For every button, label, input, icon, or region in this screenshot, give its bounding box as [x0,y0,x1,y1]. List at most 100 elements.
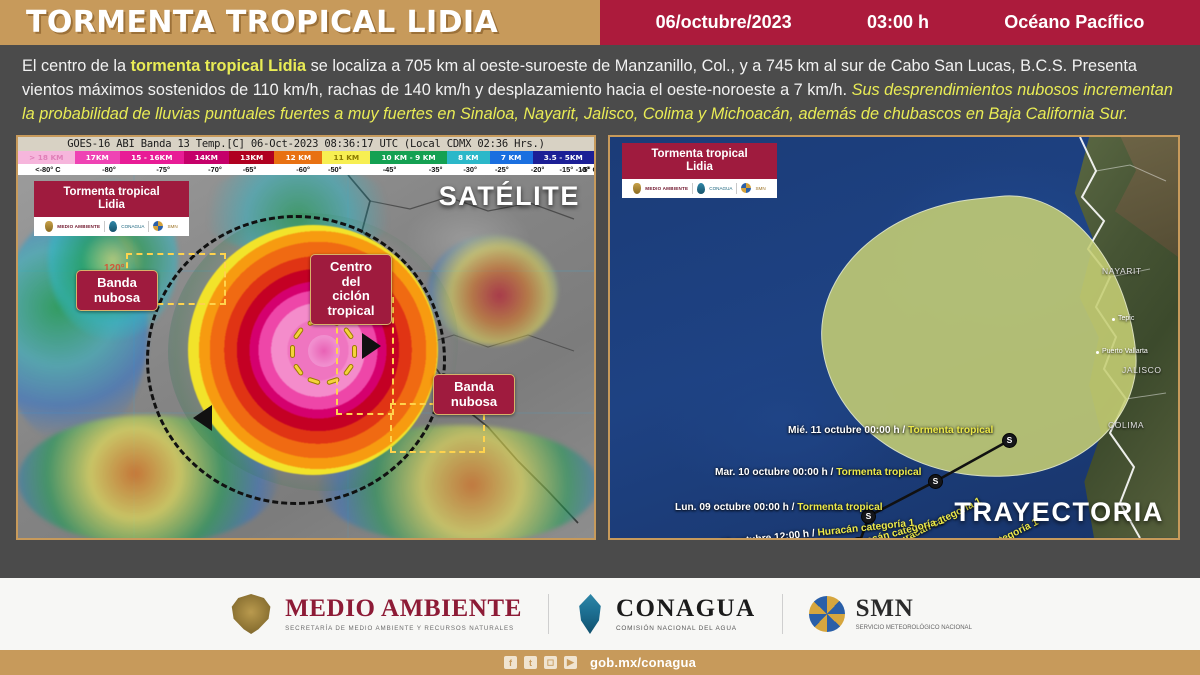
mexico-eagle-seal-icon [231,594,271,634]
track-marker-6[interactable]: S [928,473,943,489]
smn-name: SMN [855,594,914,622]
colorbar-tick-0: <-80° C [35,164,61,174]
logo-medio-ambiente: MEDIO AMBIENTE SECRETARÍA DE MEDIO AMBIE… [228,594,522,634]
colorbar-tick-3: -70° [208,164,222,174]
colorbar-band-3: 14KM [183,150,230,164]
medio-ambiente-subtitle: SECRETARÍA DE MEDIO AMBIENTE Y RECURSOS … [285,625,515,632]
satellite-titlebar: GOES-16 ABI Banda 13 Temp.[C] 06-Oct-202… [18,136,594,151]
track-label-when-5: Lun. 09 octubre 00:00 h [675,501,789,513]
colorbar-band-4: 13KM [229,150,275,164]
conagua-eagle-water-icon [579,594,601,634]
track-label-when-6: Mar. 10 octubre 00:00 h [715,466,828,478]
footer-divider-1 [547,594,549,634]
desc-rain-warning: Sus desprendimientos nubosos incrementan… [22,80,1173,123]
satellite-smn-badge: Tormenta tropical Lidia MEDIO AMBIENTE C… [34,180,189,237]
footer-logos: MEDIO AMBIENTE SECRETARÍA DE MEDIO AMBIE… [0,578,1200,650]
bulletin-time: 03:00 h [866,12,930,32]
track-label-sep-6: / [827,466,837,478]
centro-del-ciclon-tag: Centro del ciclón tropical [310,253,392,326]
badge-medioambiente-label: MEDIO AMBIENTE [57,223,101,229]
colorbar-tick-5: -60° [296,164,310,174]
trajectory-panel[interactable]: HHHHHSSS Vie. 06 octubre 12:00 h / Hurac… [608,134,1180,540]
forecast-track-line [859,438,1011,538]
panels-row: GOES-16 ABI Banda 13 Temp.[C] 06-Oct-202… [0,134,1200,545]
youtube-icon[interactable]: ▶ [563,656,577,669]
track-label-sep-5: / [788,501,798,513]
colorbar-band-2: 15 - 16KM [119,150,184,164]
geo-label-jalisco: JALISCO [1122,364,1162,375]
social-icons: f t ◻ ▶ [503,656,577,669]
colorbar-tick-11: -20° [530,164,545,174]
track-label-when-7: Mié. 11 octubre 00:00 h [788,424,900,436]
description-text: El centro de la tormenta tropical Lidia … [0,45,1200,135]
twitter-icon[interactable]: t [523,656,537,669]
geo-label-tepic: Tepic [1111,314,1135,322]
colorbar-tick-10: -25° [495,164,509,174]
cyclone-circulation-outline [146,214,446,505]
smn-spiral-icon [741,183,752,194]
satellite-imagery: 120° [18,174,594,538]
logo-smn: SMN SERVICIO METEOROLÓGICO NACIONAL [808,594,972,632]
satellite-badge-line2: Lidia [98,199,125,212]
track-marker-5[interactable]: S [861,508,876,524]
satellite-badge-title: Tormenta tropical Lidia [34,180,189,218]
colorbar-tick-12: -15° [559,164,574,174]
badge-divider-1 [104,220,106,232]
colorbar-band-1: 17KM [74,150,120,164]
satellite-badge-line1: Tormenta tropical [63,185,160,198]
colorbar-tick-13: -10° [575,164,590,174]
header: TORMENTA TROPICAL LIDIA 06/octubre/2023 … [0,0,1200,45]
badge-divider-2 [148,220,150,232]
facebook-icon[interactable]: f [503,656,517,669]
smn-subtitle: SERVICIO METEOROLÓGICO NACIONAL [855,624,972,631]
colorbar-band-0: > 18 KM [18,150,75,164]
track-marker-7[interactable]: S [1002,432,1017,448]
pointer-arrow-centro [362,332,381,359]
trajectory-badge-logos: MEDIO AMBIENTE CONAGUA SMN [622,179,777,199]
logo-conagua: CONAGUA COMISIÓN NACIONAL DEL AGUA [575,594,756,634]
badge-conagua-label: CONAGUA [121,223,145,229]
tbadge-divider-2 [736,182,738,194]
footer-url: gob.mx/conagua [589,655,697,670]
colorbar-tick-8: -35° [428,164,443,174]
conagua-subtitle: COMISIÓN NACIONAL DEL AGUA [615,625,737,632]
colorbar-tick-7: -45° [382,164,397,174]
trajectory-panel-label: TRAYECTORIA [954,496,1164,527]
water-drop-icon [697,182,706,194]
medio-ambiente-name: MEDIO AMBIENTE [285,595,522,622]
desc-part-2: se localiza a 705 km al oeste-suroeste d… [22,57,1137,99]
eagle-seal-icon [45,220,54,232]
banda-nubosa-este-tag: Banda nubosa [433,373,515,416]
track-label-0: Vie. 06 octubre 12:00 h / Huracán catego… [893,538,1091,540]
desc-storm-name: tormenta tropical Lidia [130,57,307,75]
track-label-6: Mar. 10 octubre 00:00 h / Tormenta tropi… [715,467,921,478]
trajectory-badge-line2: Lidia [686,161,713,174]
badge-smn-label: SMN [167,223,178,229]
geo-label-colima: COLIMA [1108,419,1145,430]
bulletin-date: 06/octubre/2023 [655,12,792,32]
colorbar-band-5: 12 KM [274,150,323,164]
banda-nubosa-oeste-tag: Banda nubosa [76,269,158,312]
track-label-sep-7: / [899,424,909,436]
trajectory-badge-title: Tormenta tropical Lidia [622,142,777,180]
satellite-panel[interactable]: GOES-16 ABI Banda 13 Temp.[C] 06-Oct-202… [16,134,596,540]
satellite-colorbar-ticks: <-80° C -80° -75° -70° -65° -60° -50° -45° -35° -… [18,163,594,175]
geo-label-nayarit: NAYARIT [1102,265,1142,276]
footer-social-bar: f t ◻ ▶ gob.mx/conagua [0,650,1200,675]
tbadge-divider-1 [692,182,694,194]
tbadge-medioambiente-label: MEDIO AMBIENTE [645,185,689,191]
satellite-badge-logos: MEDIO AMBIENTE CONAGUA SMN [34,217,189,237]
colorbar-band-8: 8 KM [446,150,490,164]
cloud-band-northeast [428,234,558,345]
tbadge-conagua-label: CONAGUA [709,185,733,191]
trajectory-badge-line1: Tormenta tropical [651,147,748,160]
header-meta: 06/octubre/2023 03:00 h Océano Pacífico [600,0,1200,45]
track-label-cat-0: Huracán categoría 1 [998,538,1090,540]
colorbar-band-7: 10 KM - 9 KM [370,150,447,164]
page-title: TORMENTA TROPICAL LIDIA [0,0,600,45]
conagua-name: CONAGUA [615,595,756,622]
track-label-cat-5: Tormenta tropical [797,501,883,513]
instagram-icon[interactable]: ◻ [543,656,557,669]
eagle-seal-icon [633,182,642,194]
